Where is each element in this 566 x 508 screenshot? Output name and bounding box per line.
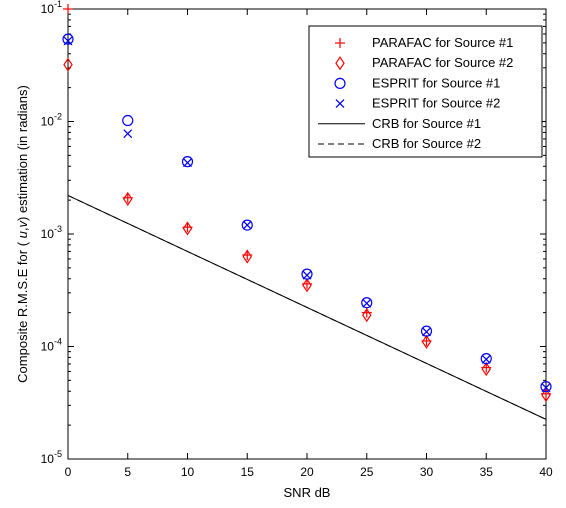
legend-label: ESPRIT for Source #2 [372,96,500,111]
data-point-series-3 [541,383,551,393]
x-tick-label: 25 [360,465,374,479]
data-point-series-1 [362,308,372,323]
legend: PARAFAC for Source #1 PARAFAC for Source … [308,25,543,158]
data-point-series-2 [540,381,552,393]
y-tick-base: 10 [41,2,55,16]
cross-b [335,99,345,109]
x-tick-label: 35 [480,465,494,479]
data-point-series-3 [362,298,372,308]
data-marks [62,4,552,420]
x-tick-label: 10 [181,465,195,479]
x-tick-label: 30 [420,465,434,479]
y-tick-exponent: -2 [54,112,62,122]
data-point-series-1 [182,221,193,236]
data-point-series-1 [541,387,551,403]
y-tick-base: 10 [41,115,55,129]
cross-b [242,220,252,230]
data-point-series-1 [302,278,312,293]
cross-b [63,36,73,46]
data-point-series-2 [241,219,253,231]
x-axis-label: SNR dB [284,485,331,500]
y-tick-base: 10 [41,452,55,466]
data-point-series-2 [181,156,194,168]
x-tick-label: 5 [124,465,131,479]
legend-label: CRB for Source #2 [372,136,481,151]
data-point-series-2 [122,114,134,127]
legend-swatch [335,56,345,71]
y-axis-label-part: u [15,231,30,238]
x-tick-label: 0 [65,465,72,479]
series-line-5 [67,195,547,420]
data-point-series-3 [123,129,133,139]
data-point-series-3 [481,354,491,364]
cross-b [123,129,133,139]
cross-b [302,270,312,280]
legend-box [308,25,543,158]
y-axis-label-part: Composite R.M.S.E for ( [15,238,30,382]
legend-label: PARAFAC for Source #2 [372,55,513,70]
y-axis-label-part: v [15,219,30,227]
y-tick-exponent: -3 [54,224,62,234]
data-point-series-2 [420,325,433,337]
data-point-series-3 [242,220,252,230]
data-point-series-2 [480,353,492,365]
y-tick-exponent: -1 [54,0,62,9]
cross-b [183,158,192,168]
y-axis: 10-510-410-310-210-1 [41,0,546,466]
data-point-series-1 [421,334,432,349]
y-tick-label: 10-3 [41,224,62,241]
y-tick-exponent: -5 [54,449,62,459]
legend-label: ESPRIT for Source #1 [372,75,500,90]
y-tick-exponent: -4 [54,337,62,347]
x-tick-label: 15 [241,465,255,479]
y-axis-label: Composite R.M.S.E for ( u,v) estimation … [15,85,30,383]
data-point-series-3 [63,36,73,46]
legend-swatch [334,77,346,90]
data-point-series-0 [63,4,73,14]
legend-label: CRB for Source #1 [372,116,481,131]
x-axis: 0 5 10 15 20 25 30 35 40 [65,9,553,479]
cross-b [362,298,372,308]
legend-swatch [335,38,345,48]
y-tick-base: 10 [41,227,55,241]
cross-b [481,354,491,364]
data-point-series-1 [242,249,252,264]
data-point-series-3 [302,270,312,280]
y-tick-label: 10-5 [41,449,62,466]
legend-label: PARAFAC for Source #1 [372,35,513,50]
data-point-series-1 [63,57,73,72]
y-axis-label-part: ) estimation (in radians) [15,85,30,221]
x-tick-label: 20 [300,465,314,479]
data-point-series-1 [123,191,133,207]
cross-b [422,327,431,337]
y-tick-base: 10 [41,340,55,354]
x-tick-label: 40 [539,465,553,479]
data-point-series-2 [62,33,74,45]
legend-swatch [335,99,345,109]
y-tick-label: 10-4 [41,337,62,354]
data-point-series-2 [301,268,313,280]
y-tick-label: 10-2 [41,112,62,129]
data-point-series-2 [361,297,373,309]
data-point-series-1 [481,361,491,377]
data-point-series-3 [183,158,192,168]
y-axis-label-part: , [15,227,30,231]
cross-b [541,383,551,393]
y-tick-label: 10-1 [41,0,62,16]
data-point-series-3 [422,327,431,337]
